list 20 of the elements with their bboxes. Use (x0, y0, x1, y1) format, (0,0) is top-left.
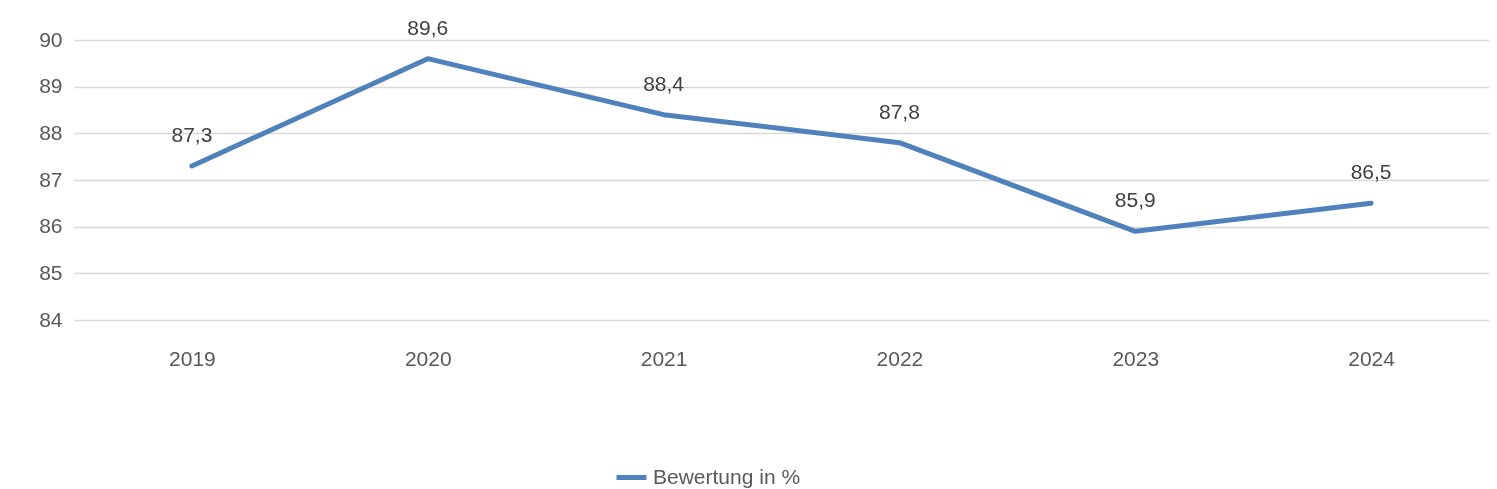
y-tick-label: 90 (39, 27, 63, 51)
data-label: 88,4 (643, 71, 685, 95)
x-tick-label: 2019 (169, 346, 216, 370)
y-tick-label: 86 (39, 214, 63, 238)
x-tick-label: 2020 (404, 346, 452, 370)
y-tick-label: 87 (39, 167, 63, 191)
x-tick-label: 2022 (876, 346, 924, 370)
legend-label: Bewertung in % (653, 464, 801, 488)
x-tick-label: 2021 (640, 346, 688, 370)
x-tick-label: 2024 (1348, 346, 1396, 370)
y-tick-label: 85 (39, 260, 63, 284)
data-label: 86,5 (1350, 160, 1392, 184)
data-label: 85,9 (1114, 188, 1156, 212)
data-label: 89,6 (407, 15, 449, 39)
data-label: 87,3 (171, 123, 213, 146)
x-tick-label: 2023 (1112, 346, 1160, 370)
y-tick-label: 84 (39, 307, 63, 331)
y-tick-label: 89 (39, 74, 63, 98)
data-label: 87,8 (878, 99, 920, 123)
y-tick-label: 88 (39, 120, 63, 144)
